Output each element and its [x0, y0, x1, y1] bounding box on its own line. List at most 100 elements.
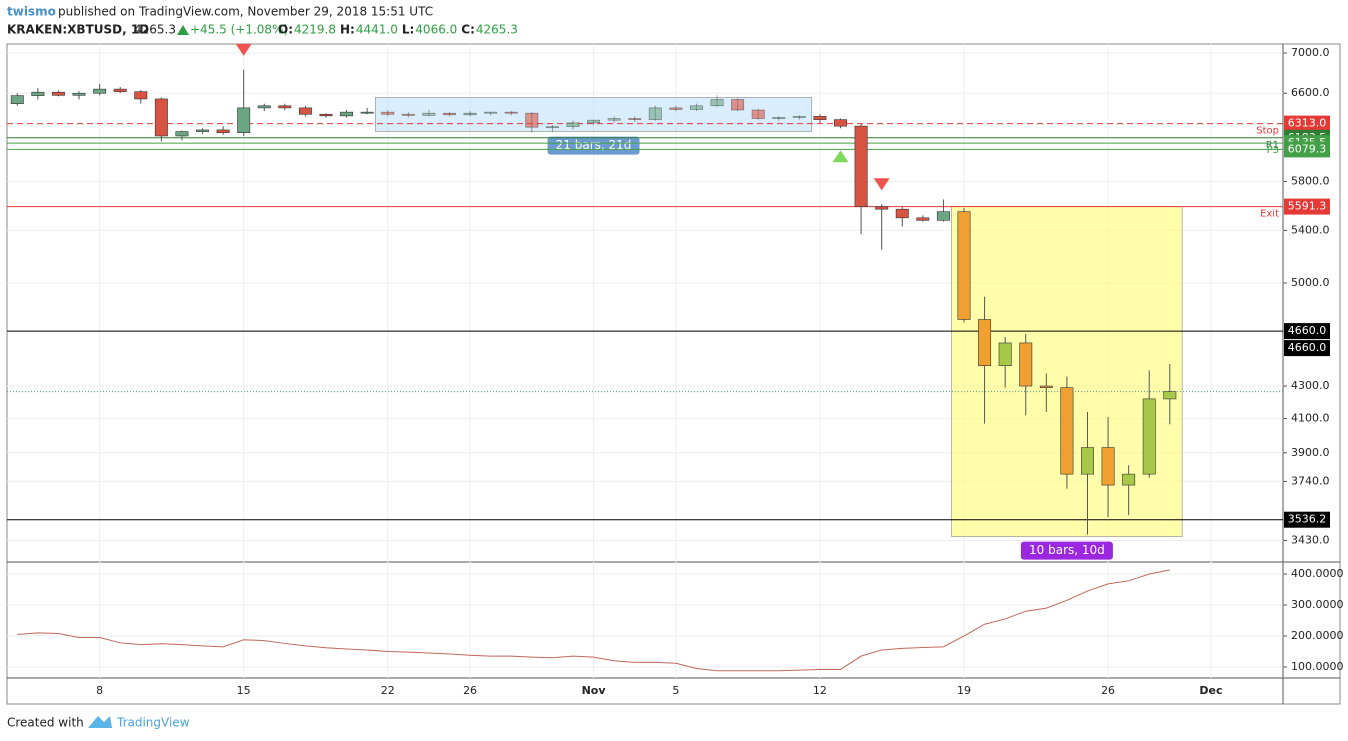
price-tag-label: 4660.0 — [1288, 341, 1327, 354]
candle-body — [875, 206, 889, 210]
tv-logo — [88, 716, 112, 728]
candle-body — [834, 119, 847, 127]
published: published on TradingView.com, November 2… — [58, 5, 433, 19]
y2-tick-label: 200.0000 — [1291, 629, 1344, 642]
candle-body — [566, 122, 580, 127]
candle-body — [587, 119, 601, 124]
candle-body — [175, 131, 189, 137]
candle-body — [134, 91, 148, 100]
candle-body — [525, 112, 539, 128]
range-tag — [1020, 541, 1113, 560]
price-tag-label: 3536.2 — [1288, 513, 1327, 526]
candle-body — [340, 111, 354, 117]
ohlc-value: 4219.8 — [294, 23, 336, 37]
signal-down — [873, 178, 890, 191]
x-tick-label: 5 — [672, 684, 679, 697]
ohlc-key: O: — [278, 23, 293, 37]
level-name: Exit — [1260, 209, 1279, 220]
candle-body — [936, 211, 950, 221]
ohlc-key: H: — [340, 23, 355, 37]
x-tick-label: Dec — [1199, 684, 1222, 697]
candle-body — [998, 342, 1012, 366]
ohlc-key: L: — [402, 23, 414, 37]
candle-body — [93, 88, 107, 94]
indicator-line — [17, 569, 1170, 672]
candle-body — [10, 95, 24, 104]
x-tick-label: 22 — [381, 684, 395, 697]
candle-body — [854, 125, 868, 208]
range-tag — [547, 136, 640, 155]
candle-body — [422, 112, 436, 116]
y-tick-label: 4300.0 — [1291, 379, 1330, 392]
x-tick-label: 19 — [957, 684, 971, 697]
price-tag — [1284, 115, 1330, 132]
x-tick-label: 26 — [463, 684, 477, 697]
level-name: P3 — [1267, 145, 1279, 156]
x-tick-label: 26 — [1101, 684, 1115, 697]
y-tick-label: 5400.0 — [1291, 223, 1330, 236]
price-tag-label: 6313.0 — [1288, 117, 1327, 130]
candle-body — [196, 129, 209, 132]
y2-tick-label: 400.0000 — [1291, 567, 1344, 580]
price-tag — [1284, 141, 1330, 158]
ohlc-key: C: — [461, 23, 475, 37]
candle-body — [237, 107, 251, 133]
price-tag — [1284, 340, 1330, 357]
level-name: Stop — [1256, 126, 1279, 137]
candle-body — [72, 92, 86, 96]
footer-text: Created with — [7, 716, 84, 730]
candle-body — [978, 319, 992, 366]
x-tick-label: 8 — [96, 684, 103, 697]
candle-body — [504, 111, 518, 114]
candle-body — [463, 112, 477, 116]
symbol: KRAKEN:XBTUSD, 1D — [7, 23, 149, 37]
candle-body — [1142, 398, 1156, 475]
y2-tick-label: 100.0000 — [1291, 660, 1344, 673]
y-tick-label: 6600.0 — [1291, 86, 1330, 99]
y-tick-label: 4100.0 — [1291, 412, 1330, 425]
signal-down — [235, 43, 252, 56]
candle-body — [1122, 473, 1136, 486]
range-box — [375, 97, 813, 132]
candle-body — [751, 109, 765, 119]
candle-body — [545, 126, 559, 129]
y-tick-label: 7000.0 — [1291, 46, 1330, 59]
y-tick-label: 5800.0 — [1291, 175, 1330, 188]
candle-body — [381, 111, 395, 115]
price-tag — [1284, 198, 1330, 215]
candle-body — [710, 99, 724, 107]
y-tick-label: 5000.0 — [1291, 276, 1330, 289]
change: +45.5 (+1.08%) — [190, 23, 288, 37]
up-arrow — [177, 25, 189, 35]
candle-body — [1163, 391, 1177, 400]
y-tick-label: 3740.0 — [1291, 474, 1330, 487]
ohlc-value: 4066.0 — [415, 23, 457, 37]
price-tag — [1284, 511, 1330, 528]
x-tick-label: 12 — [813, 684, 827, 697]
y-tick-label: 3430.0 — [1291, 534, 1330, 547]
candle-body — [895, 208, 909, 219]
candle-body — [257, 105, 271, 109]
candle-body — [813, 116, 827, 120]
price-tag — [1284, 323, 1330, 340]
candle-body — [484, 111, 498, 114]
candle-body — [648, 107, 662, 120]
candle-body — [216, 129, 230, 133]
candle-body — [669, 107, 683, 110]
candle-body — [1039, 385, 1053, 388]
candle-body — [772, 117, 786, 119]
candle-body — [731, 99, 745, 111]
candle-body — [628, 118, 642, 120]
author[interactable]: twismo — [7, 5, 56, 19]
frame — [6, 43, 1341, 705]
candle-body — [443, 112, 456, 116]
candle-body — [916, 217, 930, 221]
candle-body — [792, 116, 806, 118]
footer-brand[interactable]: TradingView — [116, 716, 190, 730]
candle-body — [113, 88, 127, 92]
ohlc: O: 4219.8 H: 4441.0 L: 4066.0 C: 4265.3 — [278, 23, 518, 37]
price-tag-label: 6079.3 — [1288, 142, 1327, 155]
candle-body — [401, 113, 415, 116]
y2-tick-label: 300.0000 — [1291, 598, 1344, 611]
